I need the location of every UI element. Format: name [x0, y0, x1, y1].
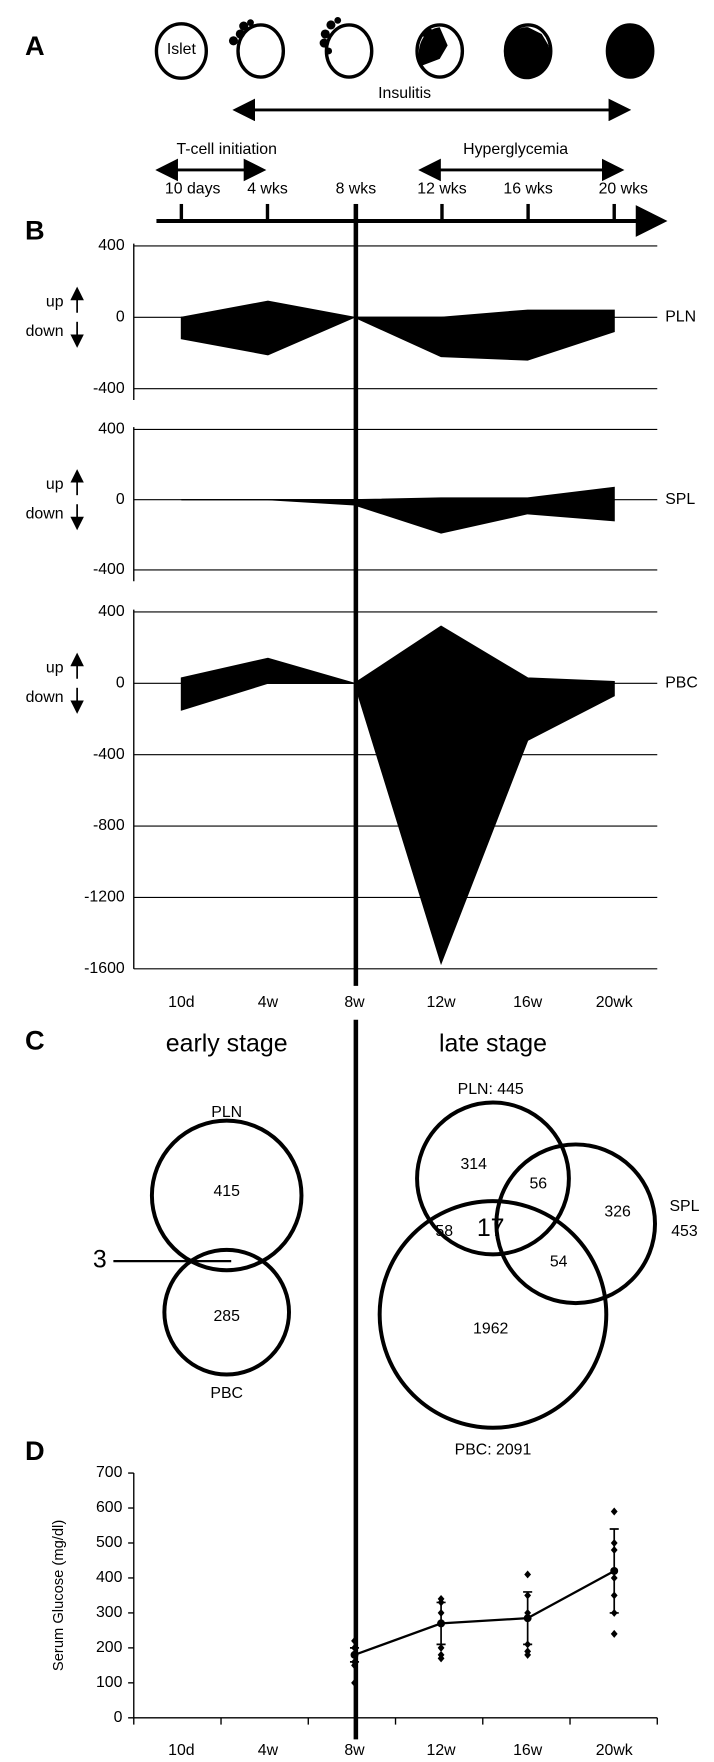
t-cell-label: T-cell initiation: [176, 141, 276, 158]
panel-label: C: [25, 1025, 45, 1056]
y-tick-label: 0: [114, 1709, 123, 1726]
y-tick-label: 0: [116, 491, 125, 508]
venn-count: 415: [213, 1183, 240, 1200]
insulitis-label: Insulitis: [378, 85, 431, 102]
sample-point: [351, 1661, 358, 1670]
venn-count: 54: [550, 1253, 568, 1270]
y-tick-label: 0: [116, 674, 125, 691]
venn-title: early stage: [166, 1029, 288, 1057]
x-tick-label: 12w: [427, 994, 457, 1011]
series-label: SPL: [665, 491, 695, 508]
venn-circles: [149, 1100, 657, 1430]
x-tick-label: 8w: [344, 1742, 365, 1759]
venn-label: PBC: 2091: [455, 1442, 532, 1459]
down-label: down: [26, 323, 64, 340]
timeline-tick-label: 16 wks: [503, 180, 552, 197]
y-tick-label: 100: [96, 1674, 123, 1691]
venn-count: 326: [604, 1204, 631, 1221]
series-label: PLN: [665, 308, 696, 325]
y-tick-label: 700: [96, 1464, 123, 1481]
y-tick-label: -400: [93, 380, 125, 397]
y-tick-label: 300: [96, 1604, 123, 1621]
panel-label: D: [25, 1435, 45, 1466]
mean-line: [354, 1569, 615, 1656]
x-tick-label: 4w: [258, 994, 279, 1011]
series-label: PBC: [665, 674, 698, 691]
venn-count: 56: [529, 1175, 547, 1192]
timeline-tick-label: 20 wks: [599, 180, 648, 197]
up-label: up: [46, 294, 64, 311]
mean-point: [350, 1650, 359, 1659]
y-tick-label: 500: [96, 1534, 123, 1551]
venn-count: 58: [435, 1223, 453, 1240]
venn-label: PLN: 445: [458, 1081, 524, 1098]
panel-label: B: [25, 214, 45, 245]
y-tick-label: -400: [93, 746, 125, 763]
timeline-tick-label: 4 wks: [247, 180, 288, 197]
x-tick-label: 10d: [168, 994, 194, 1011]
area: [180, 682, 615, 966]
y-tick-label: 400: [98, 603, 125, 620]
y-tick-label: 400: [98, 237, 125, 254]
y-tick-label: -1600: [84, 960, 125, 977]
y-tick-label: -400: [93, 561, 125, 578]
x-tick-label: 16w: [513, 1742, 543, 1759]
mean-point: [610, 1566, 619, 1575]
islet-stages: [154, 16, 655, 80]
venn-count: 1962: [473, 1320, 508, 1337]
timeline-tick-label: 10 days: [165, 180, 221, 197]
venn-count: 285: [213, 1308, 240, 1325]
y-tick-label: 400: [98, 421, 125, 438]
area: [181, 486, 615, 501]
x-tick-label: 12w: [427, 1742, 457, 1759]
sample-point: [524, 1570, 532, 1579]
area: [180, 625, 615, 684]
timeline-tick-label: 8 wks: [336, 180, 377, 197]
y-tick-label: 0: [116, 308, 125, 325]
islet-label: Islet: [167, 41, 197, 58]
venn-count: 453: [671, 1223, 698, 1240]
mean-point: [523, 1614, 532, 1623]
x-tick-label: 16w: [513, 994, 543, 1011]
sample-point: [610, 1629, 618, 1638]
sample-point: [351, 1636, 358, 1645]
x-tick-label: 4w: [258, 1742, 279, 1759]
venn-count: 17: [477, 1214, 505, 1242]
up-label: up: [46, 476, 64, 493]
mean-point: [437, 1619, 446, 1628]
sample-point: [437, 1654, 445, 1663]
y-tick-label: 600: [96, 1499, 123, 1516]
x-tick-label: 8w: [344, 994, 365, 1011]
up-label: up: [46, 660, 64, 677]
x-tick-label: 10d: [168, 1742, 194, 1759]
venn-count: 3: [93, 1246, 107, 1274]
sample-point: [610, 1507, 618, 1516]
hyperglycemia-label: Hyperglycemia: [463, 141, 568, 158]
area: [180, 316, 615, 361]
area: [181, 499, 615, 534]
venn-label: PBC: [210, 1385, 243, 1402]
venn-count: 314: [460, 1156, 487, 1173]
down-label: down: [26, 506, 64, 523]
area: [181, 300, 615, 318]
venn-title: late stage: [439, 1029, 547, 1057]
y-tick-label: -800: [93, 817, 125, 834]
timeline-tick-label: 12 wks: [417, 180, 466, 197]
y-axis-label: Serum Glucose (mg/dl): [51, 1520, 67, 1671]
venn-label: SPL: [669, 1198, 699, 1215]
y-tick-label: -1200: [84, 889, 125, 906]
sample-point: [351, 1678, 358, 1687]
venn-label: PLN: [211, 1104, 242, 1121]
y-tick-label: 200: [96, 1639, 123, 1656]
y-tick-label: 400: [96, 1569, 123, 1586]
x-tick-label: 20wk: [596, 1742, 633, 1759]
panel-label: A: [25, 30, 45, 61]
down-label: down: [26, 689, 64, 706]
x-tick-label: 20wk: [596, 994, 633, 1011]
